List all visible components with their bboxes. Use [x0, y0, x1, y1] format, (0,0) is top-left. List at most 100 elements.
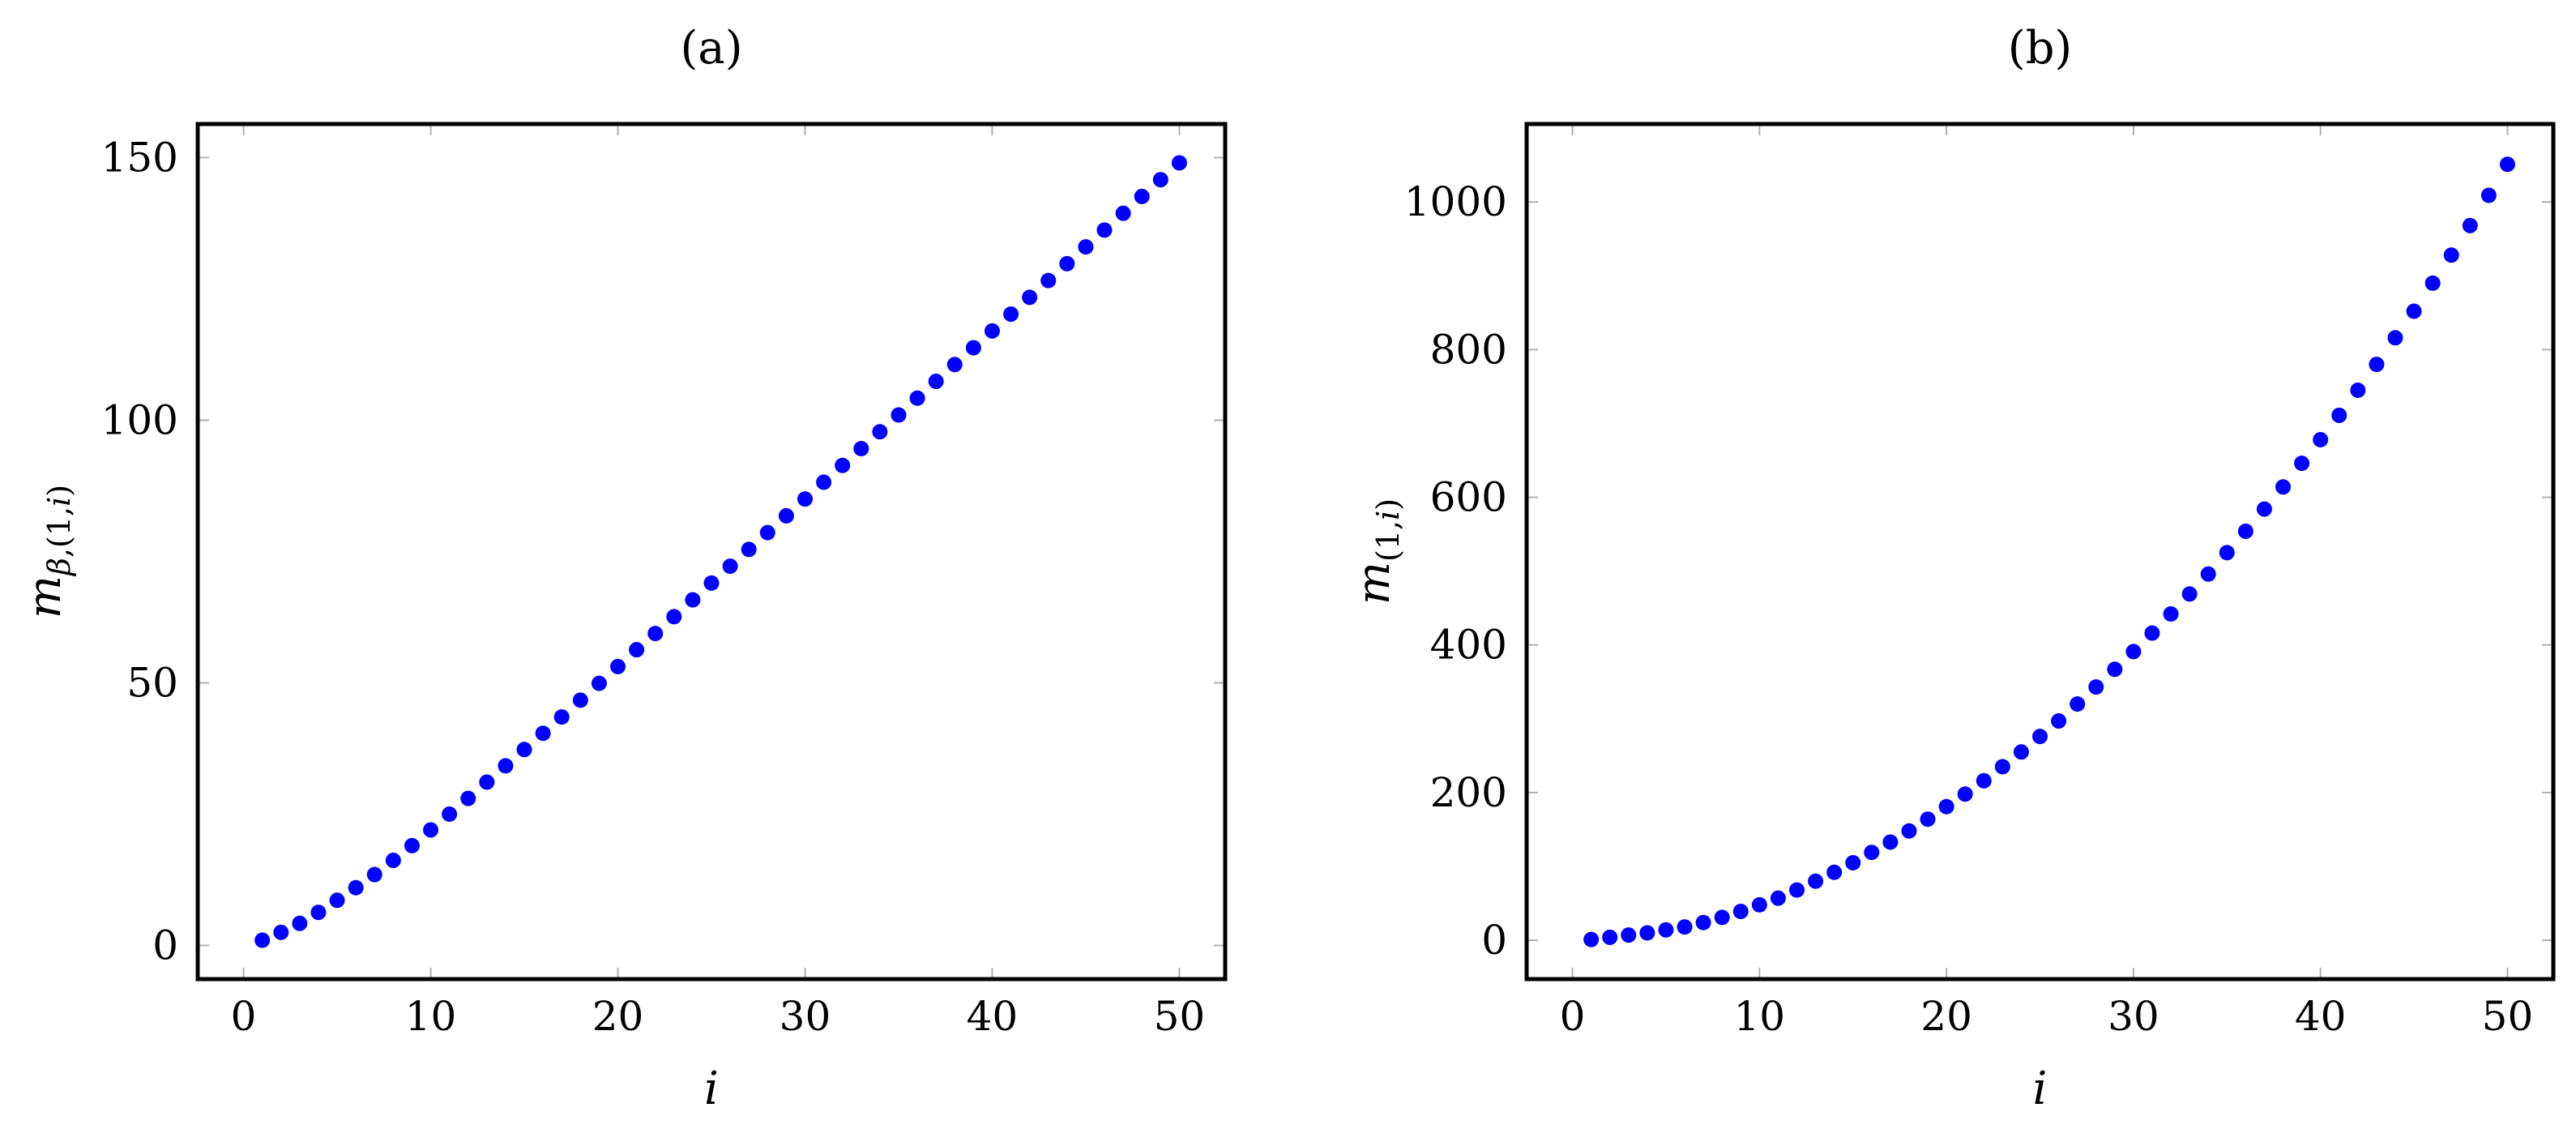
- y-axis-ticks: 0 200 400 600 800 1000: [1404, 178, 2553, 964]
- data-point: [2443, 247, 2459, 263]
- data-point: [722, 558, 738, 575]
- data-point: [2070, 696, 2086, 712]
- chart-title: (b): [2008, 22, 2073, 75]
- x-axis-ticks: 0 10 20 30 40 50: [1560, 124, 2534, 1040]
- data-point: [1788, 882, 1805, 898]
- data-point: [928, 374, 944, 390]
- data-point: [1882, 834, 1899, 850]
- data-point: [1602, 929, 1618, 945]
- data-point: [2424, 275, 2441, 291]
- data-point: [2294, 456, 2310, 472]
- data-point: [984, 323, 1000, 339]
- x-tick-label: 30: [2108, 993, 2159, 1040]
- data-point: [2219, 545, 2235, 561]
- data-point: [1826, 864, 1843, 880]
- data-point: [759, 524, 775, 541]
- data-point: [572, 692, 588, 708]
- data-point: [1994, 759, 2010, 775]
- data-point: [1901, 823, 1917, 839]
- data-point: [703, 575, 720, 591]
- data-point: [1134, 188, 1150, 204]
- data-point: [1751, 896, 1767, 913]
- data-point: [591, 675, 607, 691]
- y-tick-label: 0: [152, 922, 178, 969]
- x-tick-label: 0: [1560, 993, 1586, 1040]
- x-tick-label: 30: [780, 993, 831, 1040]
- data-point: [535, 725, 551, 742]
- data-point: [2387, 330, 2403, 346]
- data-point: [1920, 811, 1936, 828]
- data-point: [2256, 501, 2272, 517]
- data-point: [1621, 927, 1637, 943]
- data-point: [2313, 431, 2329, 447]
- x-tick-label: 40: [967, 993, 1019, 1040]
- data-point: [2107, 661, 2123, 678]
- data-point: [2088, 679, 2104, 695]
- data-point: [2462, 217, 2478, 233]
- data-point: [460, 790, 476, 806]
- data-point: [666, 609, 682, 625]
- data-point: [816, 474, 832, 490]
- data-point: [1714, 909, 1730, 926]
- data-point: [479, 774, 495, 790]
- data-point: [385, 853, 401, 869]
- y-tick-label: 400: [1430, 622, 1507, 669]
- x-tick-label: 0: [231, 993, 257, 1040]
- data-point: [2480, 187, 2497, 203]
- data-point: [2032, 729, 2048, 745]
- data-point: [685, 592, 701, 608]
- data-point: [1040, 272, 1057, 289]
- y-tick-label: 50: [126, 660, 178, 707]
- data-point: [2406, 303, 2422, 319]
- data-point: [273, 924, 289, 940]
- plot-frame: [195, 122, 1228, 982]
- data-point: [1770, 890, 1786, 906]
- x-tick-label: 20: [592, 993, 644, 1040]
- y-tick-label: 200: [1430, 769, 1507, 816]
- data-point: [516, 742, 532, 758]
- data-point: [292, 915, 308, 931]
- y-tick-label: 800: [1430, 326, 1507, 373]
- data-point: [1845, 854, 1861, 870]
- data-point: [946, 357, 963, 373]
- data-point: [1976, 772, 1992, 789]
- data-point: [254, 932, 271, 948]
- y-tick-label: 0: [1481, 917, 1507, 964]
- x-axis-ticks: 0 10 20 30 40 50: [231, 124, 1205, 1040]
- data-point: [909, 390, 925, 406]
- data-point: [366, 866, 382, 883]
- x-axis-label: i: [2033, 1063, 2048, 1115]
- data-point: [610, 658, 626, 674]
- data-point: [835, 457, 851, 473]
- data-point: [853, 440, 869, 456]
- x-tick-label: 50: [2482, 993, 2534, 1040]
- data-point: [1658, 922, 1674, 938]
- data-point: [1152, 172, 1168, 188]
- data-point: [797, 491, 813, 507]
- y-axis-ticks: 0 50 100 150: [101, 134, 1225, 969]
- data-point: [1639, 925, 1655, 941]
- data-point: [965, 340, 981, 356]
- data-point: [442, 806, 458, 823]
- data-series: [254, 155, 1187, 948]
- data-point: [891, 407, 907, 423]
- data-point: [1677, 919, 1693, 935]
- data-point: [872, 424, 888, 440]
- x-tick-label: 20: [1920, 993, 1972, 1040]
- data-point: [1059, 255, 1075, 272]
- x-tick-label: 40: [2295, 993, 2347, 1040]
- data-point: [741, 541, 757, 558]
- data-point: [553, 709, 570, 725]
- data-point: [2144, 625, 2160, 641]
- data-point: [2200, 566, 2216, 582]
- data-point: [423, 822, 439, 838]
- data-point: [1583, 931, 1600, 947]
- chart-title: (a): [680, 22, 742, 75]
- data-point: [2369, 357, 2385, 373]
- data-point: [1938, 798, 1954, 815]
- y-tick-label: 150: [101, 134, 178, 181]
- data-point: [2125, 644, 2142, 660]
- data-point: [629, 642, 645, 658]
- data-point: [2331, 407, 2347, 423]
